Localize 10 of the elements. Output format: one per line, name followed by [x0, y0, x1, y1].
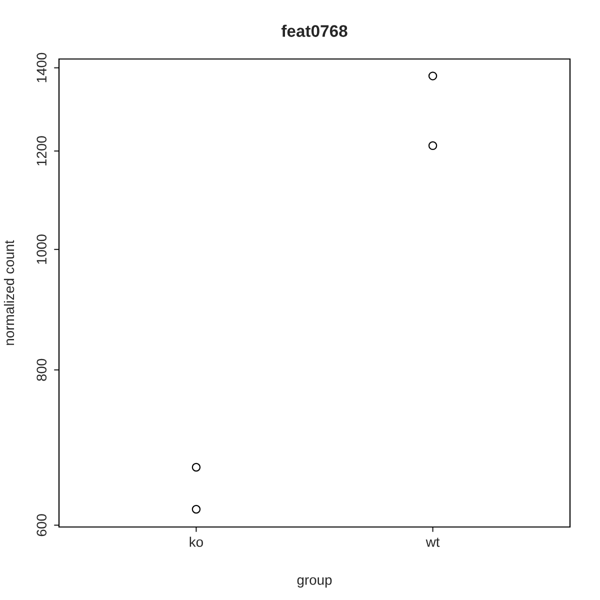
x-axis-title: group — [297, 577, 332, 588]
chart-title: feat0768 — [281, 24, 348, 37]
y-axis-title: normalized count — [4, 240, 14, 345]
y-tick-label: 600 — [36, 514, 47, 536]
y-tick-label: 1400 — [36, 52, 47, 82]
y-tick-label: 1200 — [36, 136, 47, 166]
y-tick-label: 1000 — [36, 234, 47, 264]
x-tick-label: wt — [426, 538, 440, 547]
y-tick-label: 800 — [36, 358, 47, 381]
x-tick-label: ko — [190, 536, 203, 547]
